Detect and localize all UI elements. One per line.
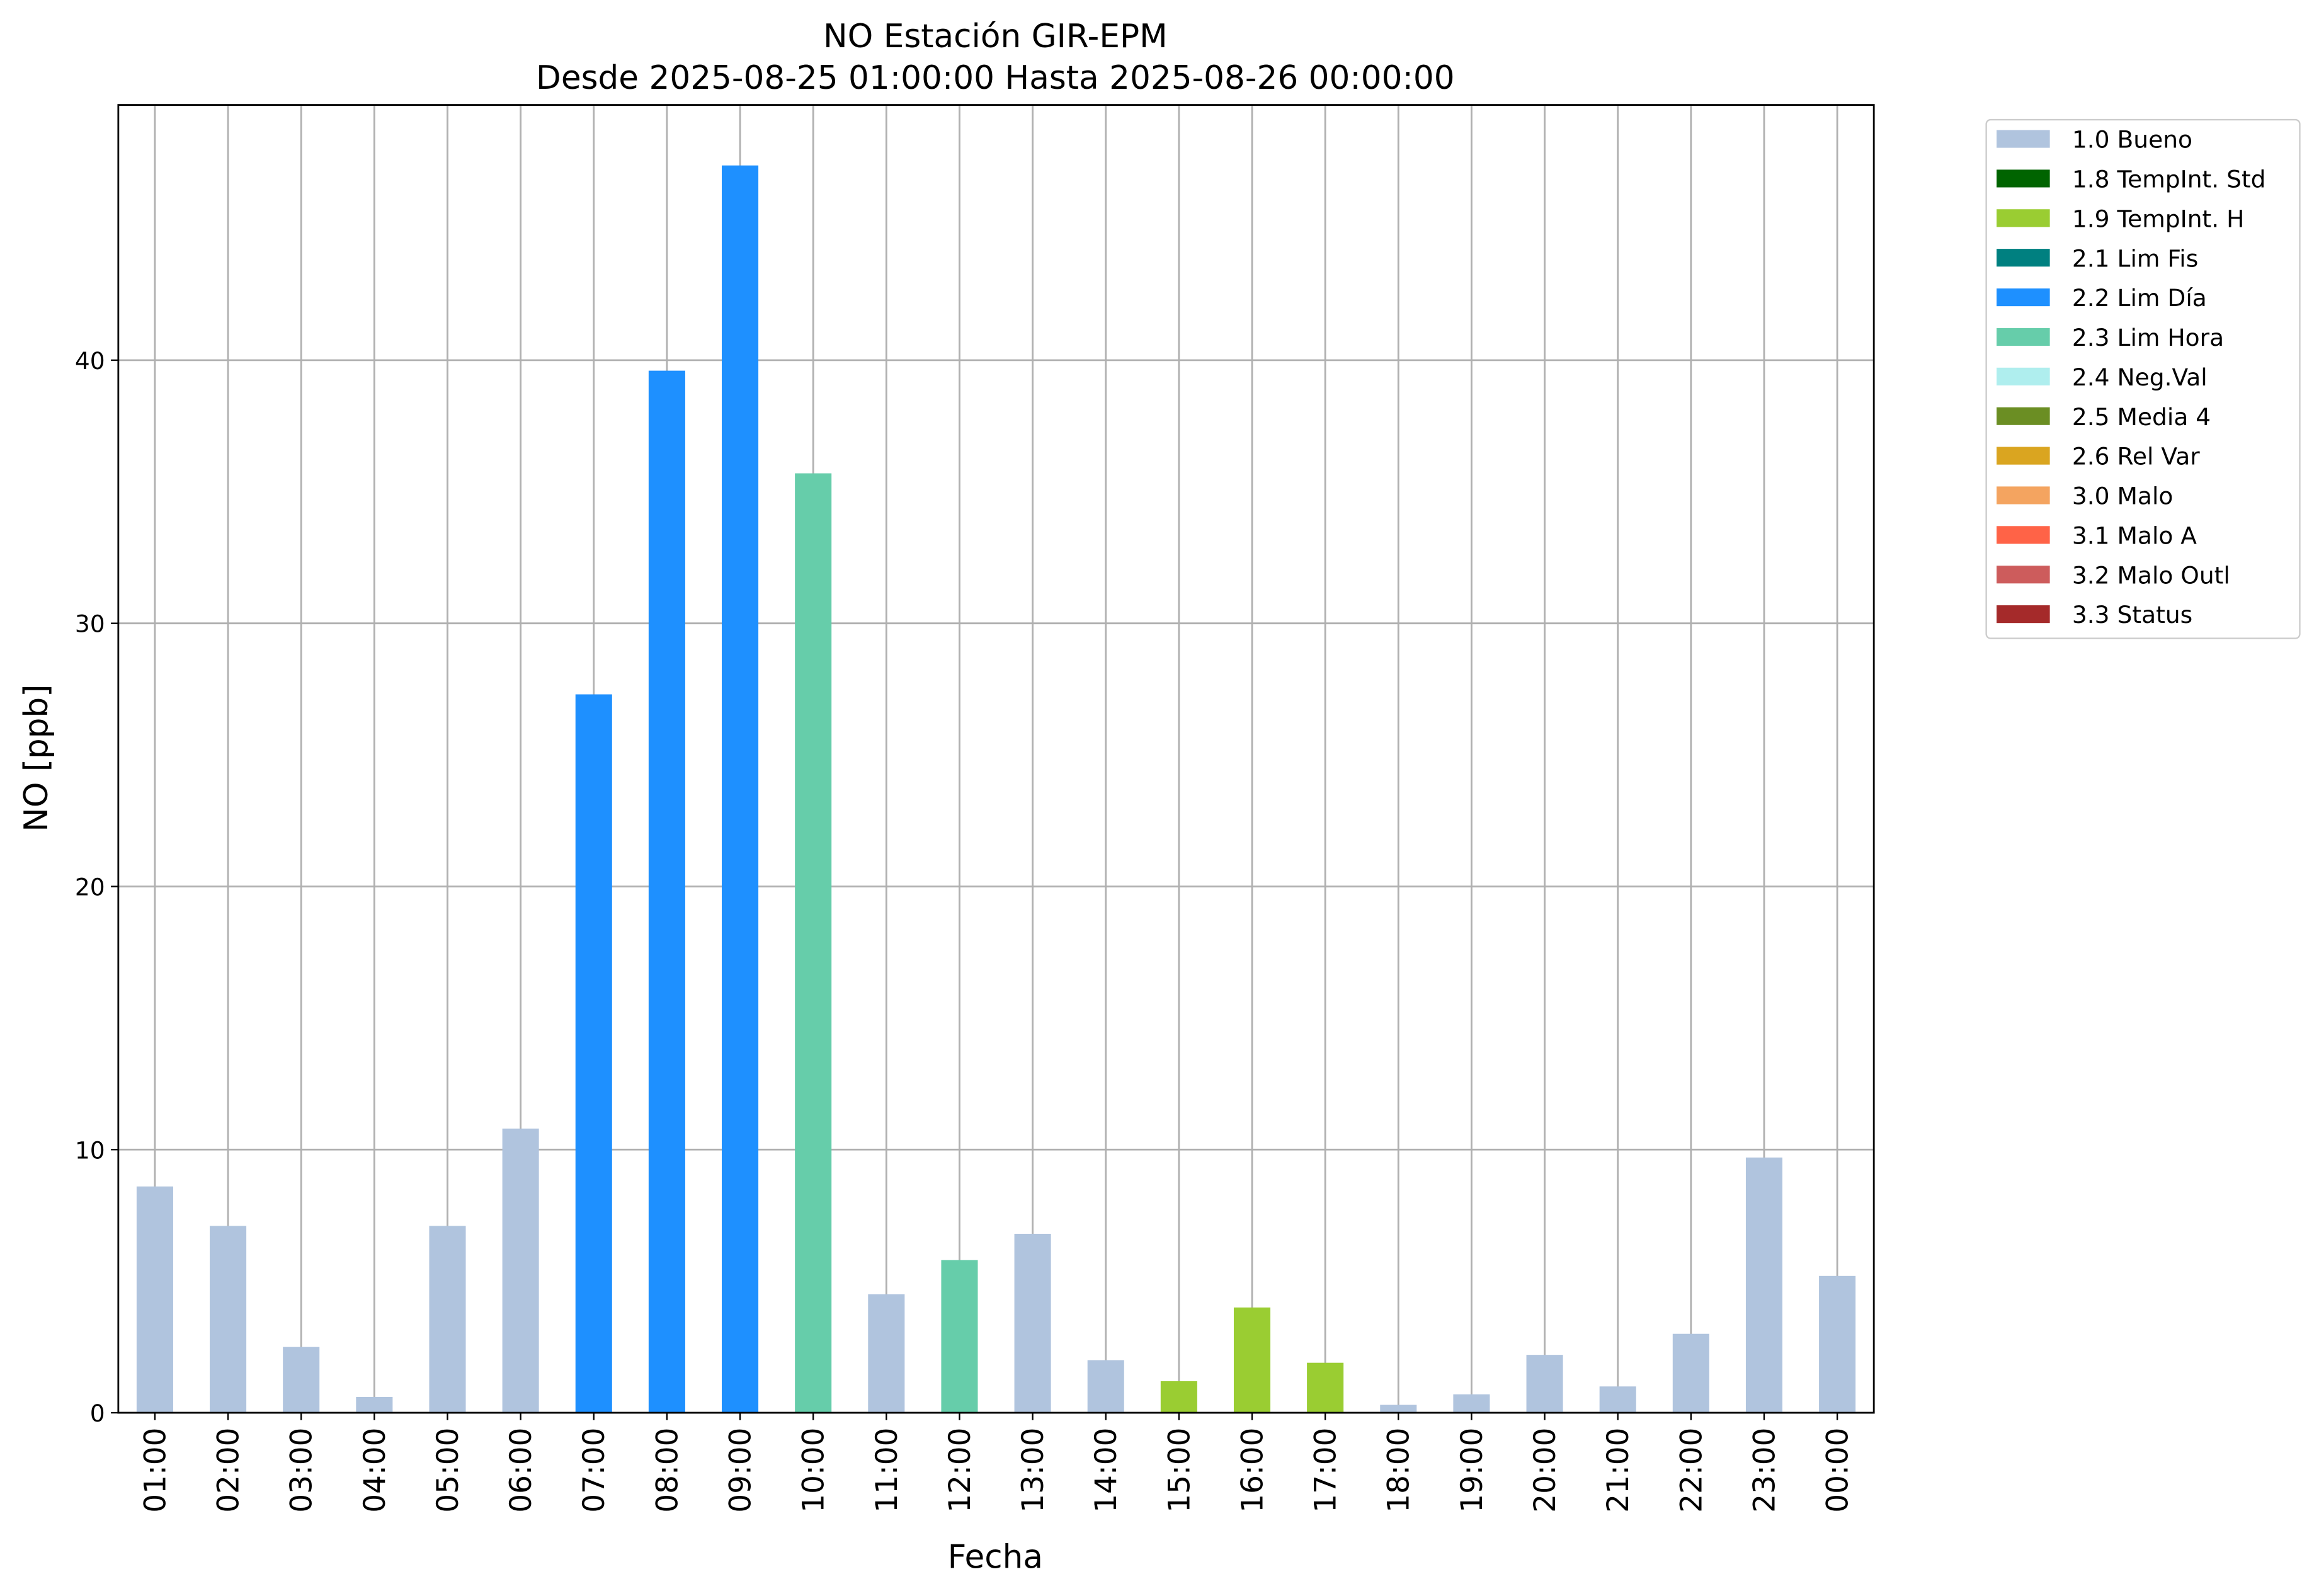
bar — [1745, 1157, 1783, 1413]
legend-swatch — [1997, 367, 2050, 385]
legend-frame — [1985, 118, 2301, 639]
bar — [1014, 1233, 1051, 1413]
y-tick-label: 40 — [75, 347, 105, 375]
x-tick-label: 10:00 — [797, 1428, 831, 1513]
x-axis-label: Fecha — [948, 1538, 1043, 1576]
y-axis-label: NO [ppb] — [18, 685, 55, 832]
x-tick-label: 07:00 — [577, 1428, 612, 1513]
x-tick-label: 17:00 — [1309, 1428, 1343, 1513]
legend-label: 1.0 Bueno — [2072, 126, 2192, 154]
plot-frame — [117, 104, 1875, 1414]
y-tick-label: 20 — [75, 874, 105, 901]
x-tick-label: 02:00 — [211, 1428, 246, 1513]
x-tick-label: 23:00 — [1747, 1428, 1782, 1513]
legend-swatch — [1997, 566, 2050, 584]
x-tick-label: 05:00 — [431, 1428, 465, 1513]
x-tick-label: 21:00 — [1601, 1428, 1636, 1513]
x-tick-label: 11:00 — [870, 1428, 904, 1513]
legend-swatch — [1997, 130, 2050, 148]
legend-label: 2.6 Rel Var — [2072, 443, 2200, 470]
x-tick-label: 06:00 — [504, 1428, 538, 1513]
bar — [1819, 1275, 1856, 1413]
bar — [429, 1226, 466, 1413]
x-tick-label: 16:00 — [1235, 1428, 1270, 1513]
chart-subtitle: Desde 2025-08-25 01:00:00 Hasta 2025-08-… — [536, 59, 1455, 97]
legend-swatch — [1997, 288, 2050, 307]
x-tick-label: 14:00 — [1089, 1428, 1124, 1513]
x-tick-label: 13:00 — [1016, 1428, 1051, 1513]
bar — [283, 1347, 320, 1413]
legend-label: 3.1 Malo A — [2072, 522, 2197, 549]
x-tick-label: 09:00 — [723, 1428, 758, 1513]
x-tick-label: 00:00 — [1821, 1428, 1855, 1513]
legend-swatch — [1997, 328, 2050, 346]
x-tick-label: 01:00 — [138, 1428, 173, 1513]
bar — [1453, 1394, 1490, 1413]
bar — [1160, 1381, 1197, 1413]
legend-label: 2.4 Neg.Val — [2072, 363, 2208, 391]
x-tick-label: 18:00 — [1382, 1428, 1416, 1513]
bar — [1380, 1405, 1417, 1413]
x-tick-label: 04:00 — [358, 1428, 392, 1513]
y-tick-label: 30 — [75, 610, 105, 638]
x-tick-label: 03:00 — [285, 1428, 319, 1513]
x-tick-label: 12:00 — [943, 1428, 977, 1513]
x-tick-label: 08:00 — [650, 1428, 685, 1513]
y-tick-label: 10 — [75, 1136, 105, 1164]
bar — [356, 1396, 393, 1413]
legend-label: 1.9 TempInt. H — [2072, 205, 2245, 232]
bar — [1526, 1355, 1563, 1413]
bar — [868, 1294, 905, 1413]
legend-label: 3.0 Malo — [2072, 482, 2174, 510]
x-tick-label: 15:00 — [1162, 1428, 1197, 1513]
legend-label: 2.1 Lim Fis — [2072, 244, 2198, 272]
legend-label: 2.2 Lim Día — [2072, 284, 2207, 312]
bar — [795, 473, 832, 1413]
legend-swatch — [1997, 407, 2050, 425]
bar — [941, 1260, 978, 1413]
bar — [1599, 1386, 1636, 1413]
legend-swatch — [1997, 605, 2050, 624]
legend-swatch — [1997, 486, 2050, 504]
bar — [1672, 1333, 1709, 1413]
legend-swatch — [1997, 209, 2050, 227]
legend-swatch — [1997, 249, 2050, 267]
y-tick-label: 0 — [90, 1399, 105, 1427]
bar — [1307, 1362, 1344, 1413]
legend-label: 1.8 TempInt. Std — [2072, 166, 2266, 193]
bar — [648, 370, 685, 1413]
legend-swatch — [1997, 526, 2050, 544]
bar — [502, 1128, 539, 1413]
bar — [136, 1186, 173, 1413]
chart-title: NO Estación GIR-EPM — [823, 18, 1168, 55]
bar — [210, 1226, 247, 1413]
x-tick-label: 19:00 — [1455, 1428, 1490, 1513]
bar — [575, 694, 612, 1413]
legend: 1.0 Bueno 1.8 TempInt. Std 1.9 TempInt. H 2… — [1985, 118, 2301, 639]
legend-label: 3.3 Status — [2072, 601, 2192, 629]
bar — [1087, 1360, 1124, 1413]
bar — [1233, 1307, 1271, 1413]
legend-label: 2.5 Media 4 — [2072, 403, 2211, 431]
x-tick-label: 22:00 — [1674, 1428, 1709, 1513]
legend-swatch — [1997, 169, 2050, 188]
bar — [722, 165, 759, 1413]
x-tick-label: 20:00 — [1528, 1428, 1563, 1513]
legend-swatch — [1997, 447, 2050, 465]
legend-label: 2.3 Lim Hora — [2072, 324, 2224, 351]
legend-label: 3.2 Malo Outl — [2072, 561, 2230, 589]
